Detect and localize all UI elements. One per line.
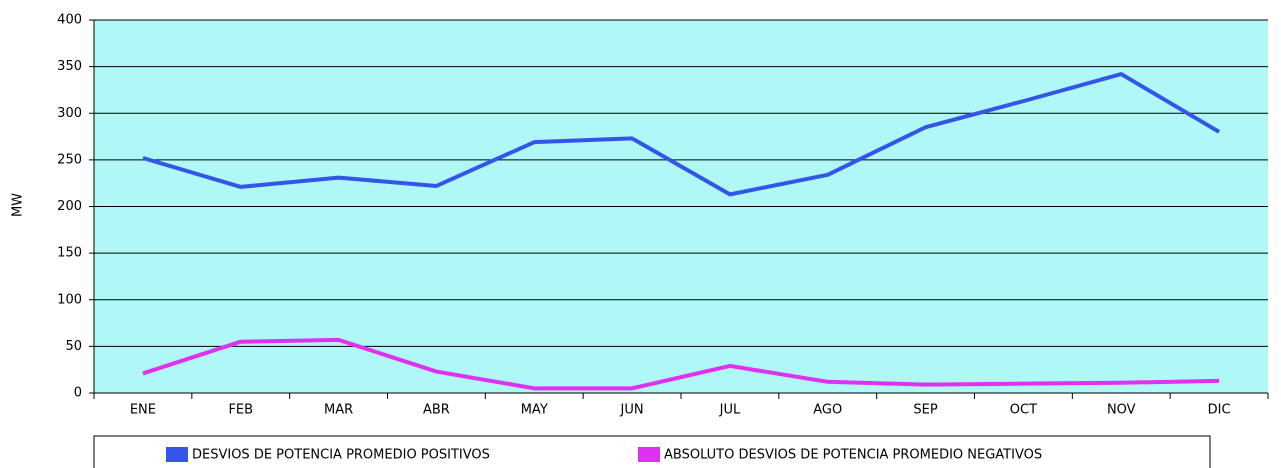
x-tick-label: JUL	[719, 403, 741, 418]
x-tick-label: FEB	[228, 403, 253, 418]
y-tick-label: 150	[57, 246, 82, 261]
x-tick-label: ABR	[423, 403, 450, 418]
y-tick-label: 0	[74, 386, 82, 401]
legend-label: ABSOLUTO DESVIOS DE POTENCIA PROMEDIO NE…	[664, 448, 1042, 463]
series-line	[142, 337, 1220, 391]
x-tick-label: MAY	[521, 403, 548, 418]
x-tick-label: OCT	[1010, 403, 1037, 418]
legend-swatch	[638, 447, 660, 462]
y-tick-label: 350	[57, 59, 82, 74]
y-tick-label: 300	[57, 106, 82, 121]
y-tick-label: 100	[57, 292, 82, 307]
x-tick-label: JUN	[620, 403, 644, 418]
y-tick-label: 250	[57, 152, 82, 167]
x-tick-label: MAR	[324, 403, 353, 418]
y-tick-label: 200	[57, 199, 82, 214]
series-line	[142, 72, 1221, 197]
x-tick-label: NOV	[1107, 403, 1136, 418]
x-tick-label: SEP	[913, 403, 937, 418]
y-tick-label: 400	[57, 13, 82, 28]
legend-swatch	[166, 447, 188, 462]
x-tick-label: DIC	[1208, 403, 1231, 418]
y-tick-label: 50	[65, 339, 82, 354]
legend-label: DESVIOS DE POTENCIA PROMEDIO POSITIVOS	[192, 448, 490, 463]
y-axis-label: MW	[11, 193, 26, 217]
x-tick-label: AGO	[813, 403, 842, 418]
x-tick-label: ENE	[130, 403, 156, 418]
